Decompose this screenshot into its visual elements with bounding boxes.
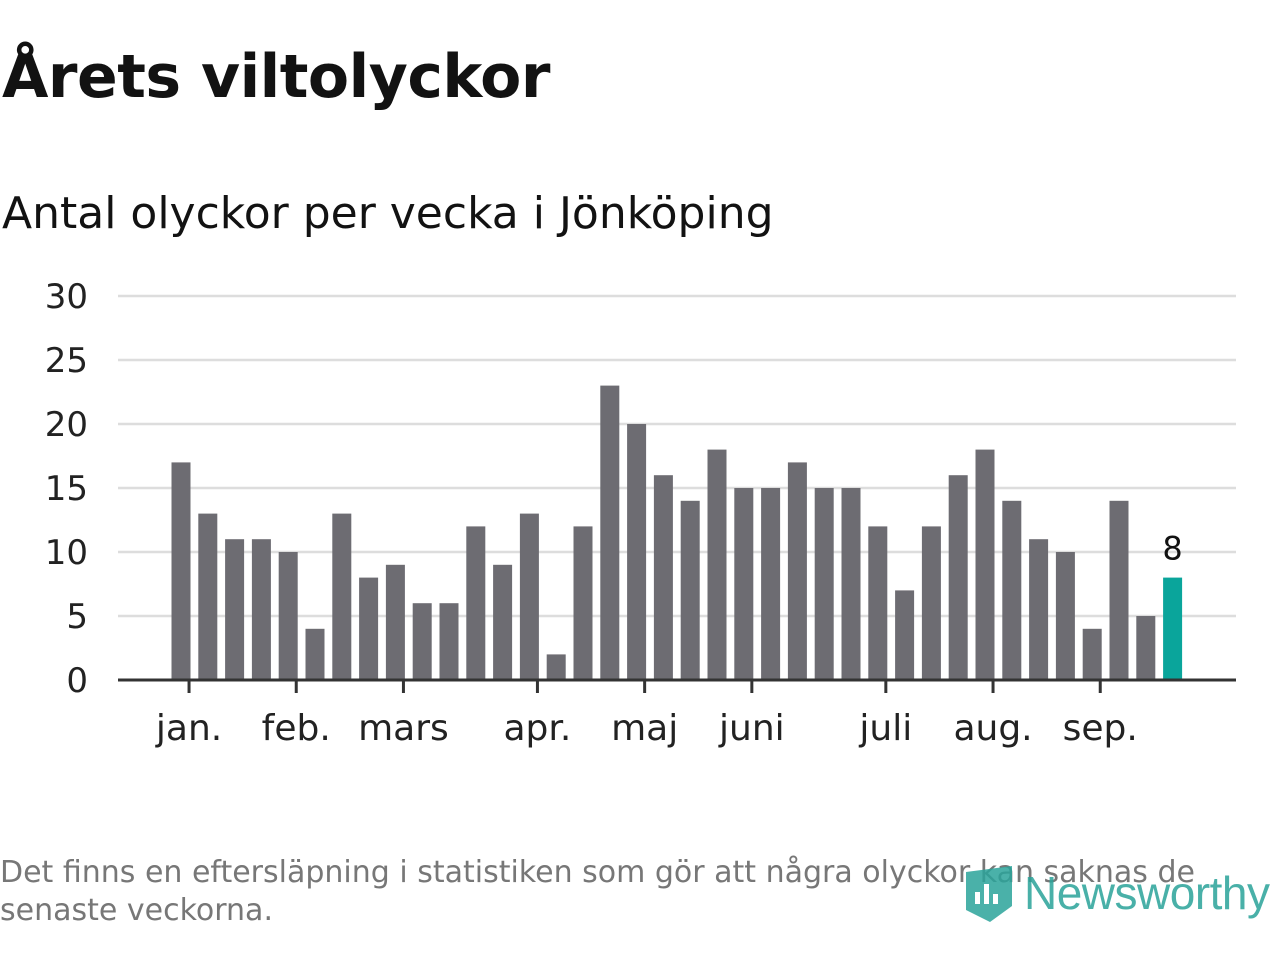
chart-subtitle: Antal olyckor per vecka i Jönköping — [2, 188, 774, 239]
newsworthy-logo-icon — [966, 866, 1012, 922]
x-tick-label: feb. — [262, 708, 331, 749]
y-tick-label: 5 — [66, 597, 88, 637]
data-labels: 8 — [1162, 530, 1182, 568]
bar — [412, 603, 432, 680]
bar — [1082, 628, 1102, 680]
bar — [814, 488, 834, 680]
x-tick-label: sep. — [1063, 708, 1138, 749]
bar — [761, 488, 781, 680]
bar — [868, 526, 888, 680]
bar — [493, 564, 513, 680]
y-tick-label: 20 — [45, 405, 88, 445]
bar — [1136, 616, 1156, 680]
bars — [171, 385, 1183, 680]
bar — [332, 513, 352, 680]
newsworthy-logo-text: Newsworthy — [1024, 867, 1270, 919]
bar — [653, 475, 673, 680]
bar — [1029, 539, 1049, 680]
highlight-value-label: 8 — [1162, 530, 1182, 568]
bar — [627, 424, 647, 680]
bar-highlight — [1163, 577, 1183, 680]
bar — [734, 488, 754, 680]
bar — [600, 385, 620, 680]
bar — [278, 552, 298, 680]
newsworthy-logo: Newsworthy — [962, 862, 1270, 924]
y-tick-label: 25 — [45, 341, 88, 381]
x-axis: jan. feb. mars apr. maj juni juli aug. sep. — [118, 678, 1236, 749]
bar — [439, 603, 459, 680]
bar — [707, 449, 727, 680]
bar — [948, 475, 968, 680]
x-tick-label: jan. — [155, 708, 222, 749]
x-tick-label: juni — [718, 708, 785, 749]
x-tick-label: aug. — [953, 708, 1032, 749]
bar — [198, 513, 218, 680]
bar — [359, 577, 379, 680]
y-tick-label: 0 — [66, 661, 88, 701]
bar — [1109, 500, 1129, 680]
bar — [1055, 552, 1075, 680]
bar — [975, 449, 995, 680]
bar — [385, 564, 405, 680]
chart-title: Årets viltolyckor — [2, 42, 551, 112]
y-tick-label: 10 — [45, 533, 88, 573]
bar — [921, 526, 941, 680]
bar — [225, 539, 245, 680]
bar — [305, 628, 325, 680]
bar — [680, 500, 700, 680]
bar — [573, 526, 593, 680]
bar — [895, 590, 915, 680]
x-tick-label: maj — [611, 708, 678, 749]
bar-chart: 0 5 10 15 20 25 30 jan. feb. mars apr. maj juni juli… — [45, 277, 1236, 749]
y-tick-label: 15 — [45, 469, 88, 509]
bar — [841, 488, 861, 680]
bar — [251, 539, 271, 680]
bar — [546, 654, 566, 680]
bar — [519, 513, 539, 680]
bar — [171, 462, 191, 680]
x-tick-label: juli — [858, 708, 912, 749]
grid-lines — [118, 294, 1236, 618]
y-axis-ticks: 0 5 10 15 20 25 30 — [45, 277, 88, 701]
x-tick-label: apr. — [504, 708, 572, 749]
bar — [466, 526, 486, 680]
bar — [787, 462, 807, 680]
x-tick-label: mars — [358, 708, 449, 749]
bar — [1002, 500, 1022, 680]
y-tick-label: 30 — [45, 277, 88, 317]
